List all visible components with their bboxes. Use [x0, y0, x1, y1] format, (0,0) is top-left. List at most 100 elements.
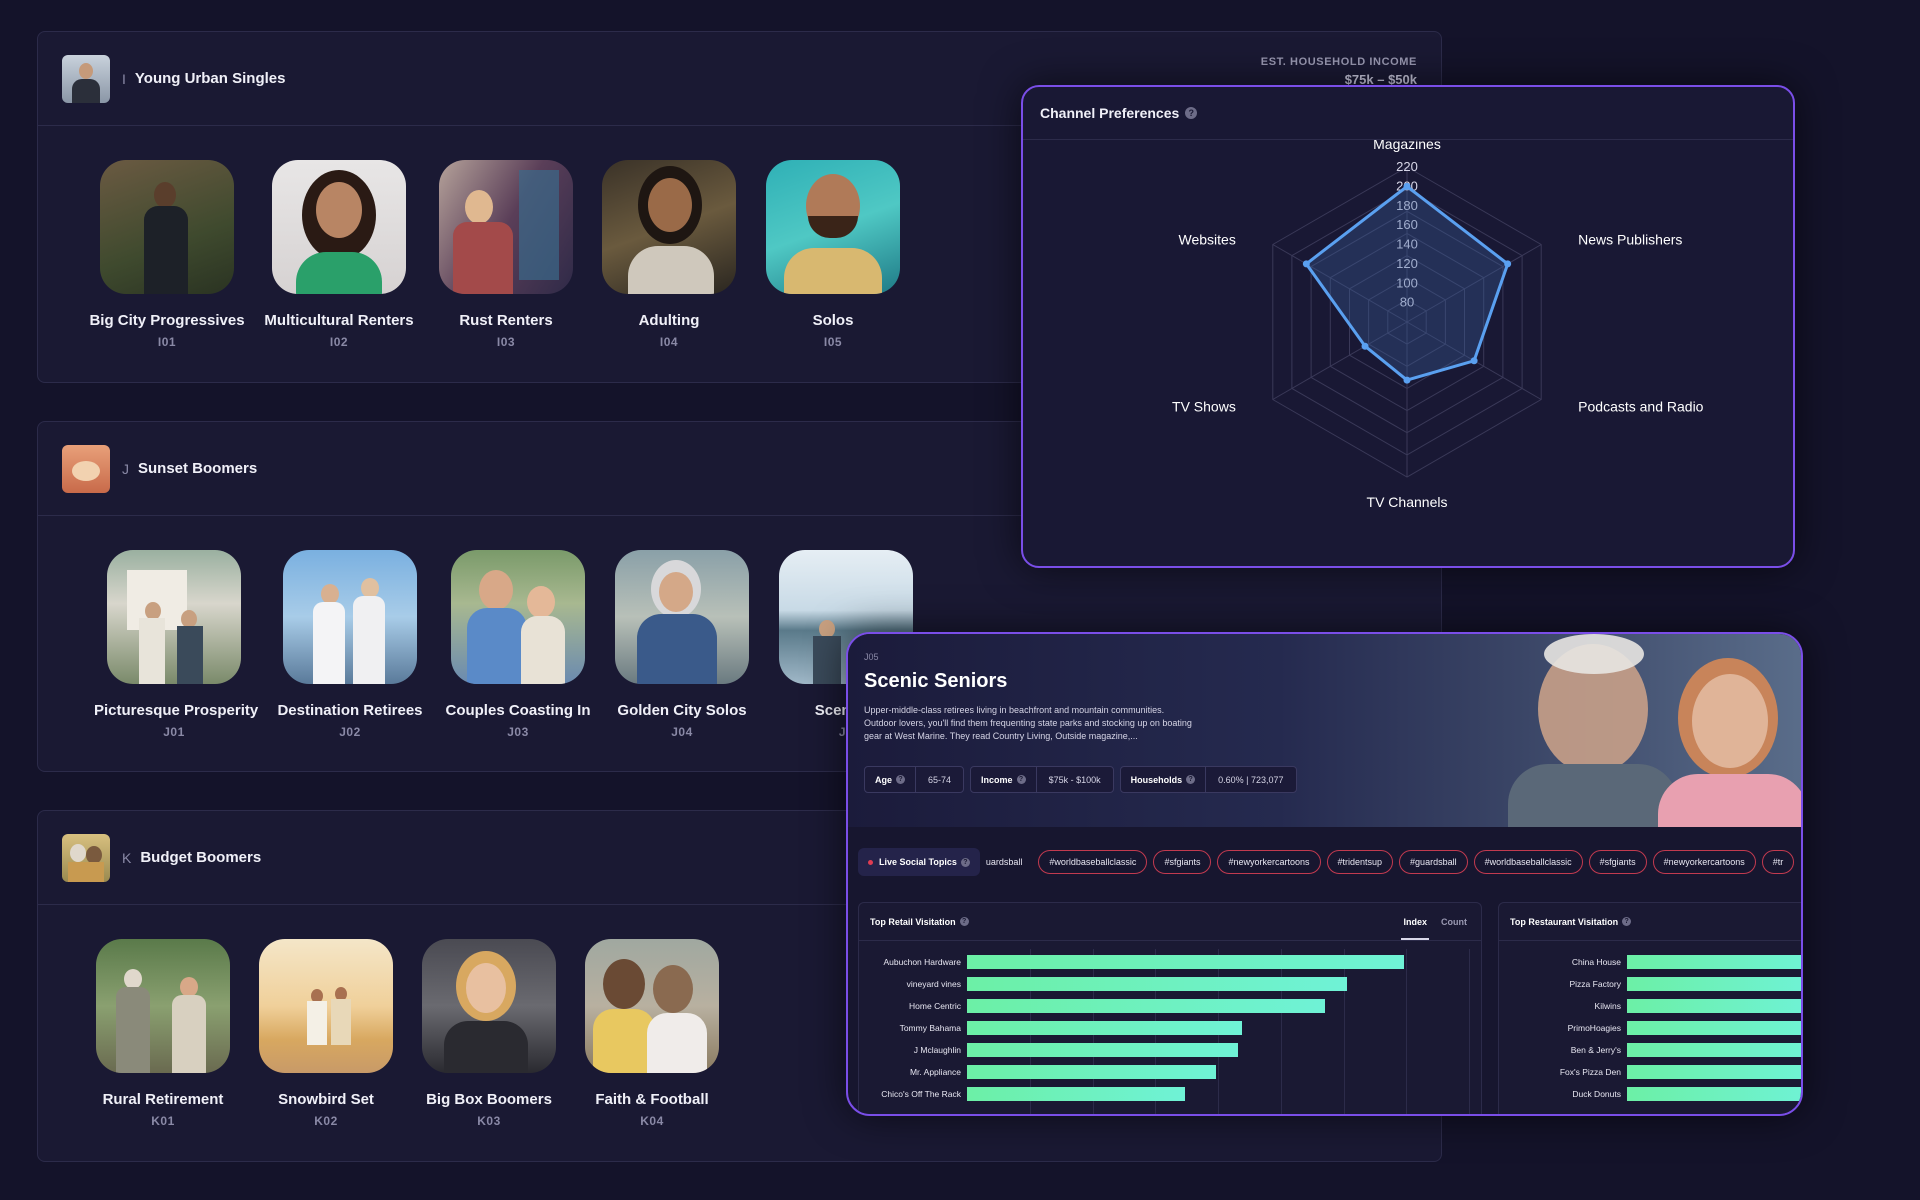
- segment-detail-panel: J05 Scenic Seniors Upper-middle-class re…: [846, 632, 1803, 1116]
- segment-tile[interactable]: Couples Coasting In J03: [438, 550, 598, 739]
- segment-photo: [96, 939, 230, 1073]
- index-tab[interactable]: Index: [1401, 917, 1429, 940]
- radar-tick-label: 160: [1396, 217, 1418, 232]
- segment-photo: [602, 160, 736, 294]
- bar[interactable]: [967, 977, 1347, 991]
- bar-gridline: [1343, 949, 1345, 1114]
- stat-row: Age? 65-74 Income? $75k - $100k Househol…: [864, 766, 1297, 793]
- radar-axis-label: TV Shows: [1172, 399, 1236, 415]
- bar[interactable]: [1627, 999, 1801, 1013]
- stat-label: Households: [1130, 774, 1183, 785]
- help-icon[interactable]: ?: [1016, 775, 1026, 784]
- topic-tag[interactable]: #guardsball: [1399, 850, 1468, 874]
- stat-label: Income: [981, 774, 1013, 785]
- segment-tile[interactable]: Solos I05: [753, 160, 913, 349]
- radar-point: [1403, 182, 1411, 190]
- segment-code: K01: [151, 1114, 175, 1128]
- bar[interactable]: [967, 1087, 1186, 1101]
- live-social-topics: Live Social Topics? uardsball #worldbase…: [858, 848, 1795, 876]
- bar[interactable]: [1627, 1043, 1801, 1057]
- bar[interactable]: [967, 1065, 1216, 1079]
- segment-code: K04: [640, 1114, 664, 1128]
- live-dot-icon: [868, 859, 873, 865]
- segment-name: Destination Retirees: [277, 702, 423, 719]
- group-letter: I: [122, 70, 126, 87]
- segment-tile[interactable]: Faith & Football K04: [572, 939, 732, 1128]
- bar-label: Ben & Jerry's: [1570, 1045, 1621, 1055]
- segment-tile[interactable]: Rust Renters I03: [426, 160, 586, 349]
- group-header[interactable]: K Budget Boomers: [38, 811, 1441, 905]
- income-label: EST. HOUSEHOLD INCOME: [1260, 56, 1417, 68]
- segment-tile[interactable]: Destination Retirees J02: [270, 550, 430, 739]
- bar[interactable]: [1627, 1087, 1801, 1101]
- topic-tag[interactable]: #tridentsup: [1326, 850, 1394, 874]
- segment-name: Adulting: [638, 312, 700, 329]
- bar[interactable]: [1627, 977, 1801, 991]
- segment-photo: [100, 160, 234, 294]
- bar[interactable]: [1627, 1065, 1801, 1079]
- topic-tag[interactable]: #worldbaseballclassic: [1038, 850, 1148, 874]
- segment-photo: [451, 550, 585, 684]
- group-header[interactable]: J Sunset Boomers: [38, 422, 1441, 516]
- count-tab[interactable]: Count: [1441, 917, 1467, 927]
- segment-tile[interactable]: Big City Progressives I01: [87, 160, 247, 349]
- segment-tile[interactable]: Picturesque Prosperity J01: [94, 550, 259, 739]
- topic-tag[interactable]: #newyorkercartoons: [1217, 850, 1321, 874]
- segment-code: I02: [329, 335, 349, 349]
- segment-name: Couples Coasting In: [445, 702, 591, 719]
- help-icon[interactable]: ?: [896, 775, 906, 784]
- group-title: Young Urban Singles: [134, 70, 286, 87]
- help-icon[interactable]: ?: [1185, 107, 1198, 119]
- hero-photo: [1488, 634, 1801, 827]
- segment-name: Picturesque Prosperity: [94, 702, 259, 719]
- segment-photo: [766, 160, 900, 294]
- bar[interactable]: [1627, 1021, 1801, 1035]
- help-icon[interactable]: ?: [1622, 917, 1632, 926]
- bar[interactable]: [967, 955, 1404, 969]
- radar-spoke: [1406, 244, 1542, 323]
- bar[interactable]: [967, 1021, 1242, 1035]
- group-header[interactable]: I Young Urban Singles EST. HOUSEHOLD INC…: [38, 32, 1441, 126]
- topic-tag[interactable]: #sfgiants: [1153, 850, 1212, 874]
- segment-tile[interactable]: Big Box Boomers K03: [409, 939, 569, 1128]
- radar-axis-label: Podcasts and Radio: [1578, 399, 1704, 415]
- topic-tag[interactable]: #tr: [1761, 850, 1795, 874]
- help-icon[interactable]: ?: [959, 917, 969, 926]
- segment-name: Golden City Solos: [617, 702, 747, 719]
- bar-gridline: [1280, 949, 1282, 1114]
- segment-name: Rural Retirement: [102, 1091, 224, 1108]
- bar-label: Tommy Bahama: [899, 1023, 961, 1033]
- segment-tile[interactable]: Snowbird Set K02: [246, 939, 406, 1128]
- segment-tile[interactable]: Rural Retirement K01: [83, 939, 243, 1128]
- topic-tag[interactable]: #worldbaseballclassic: [1473, 850, 1583, 874]
- card-title: Top Retail Visitation: [870, 916, 956, 927]
- bar[interactable]: [1627, 955, 1801, 969]
- topic-tag[interactable]: #newyorkercartoons: [1652, 850, 1756, 874]
- segment-hero: J05 Scenic Seniors Upper-middle-class re…: [848, 634, 1801, 827]
- stat-age: Age? 65-74: [864, 766, 965, 793]
- bar-label: Duck Donuts: [1572, 1089, 1621, 1099]
- radar-tick-label: 140: [1396, 237, 1418, 252]
- topic-tag[interactable]: uardsball: [985, 857, 1023, 867]
- bar-label: Chico's Off The Rack: [881, 1089, 961, 1099]
- segment-title: Scenic Seniors: [864, 670, 1008, 692]
- segment-name: Faith & Football: [595, 1091, 709, 1108]
- segment-tile[interactable]: Adulting I04: [589, 160, 749, 349]
- help-icon[interactable]: ?: [960, 857, 970, 867]
- segment-tile[interactable]: Multicultural Renters I02: [259, 160, 419, 349]
- radar-point: [1470, 357, 1478, 365]
- bar-label: Home Centric: [909, 1001, 961, 1011]
- segment-code: I05: [823, 335, 843, 349]
- segment-tile[interactable]: Golden City Solos J04: [602, 550, 762, 739]
- bar[interactable]: [967, 1043, 1238, 1057]
- segment-name: Snowbird Set: [278, 1091, 374, 1108]
- segment-photo: [283, 550, 417, 684]
- radar-spoke: [1272, 244, 1408, 323]
- help-icon[interactable]: ?: [1186, 775, 1196, 784]
- topic-tag[interactable]: #sfgiants: [1588, 850, 1647, 874]
- retail-visitation-card: Top Retail Visitation ? Index Count Aubu…: [858, 902, 1482, 1114]
- bar-label: China House: [1571, 957, 1621, 967]
- segment-code: K03: [477, 1114, 501, 1128]
- bar[interactable]: [967, 999, 1325, 1013]
- bar-label: J Mclaughlin: [913, 1045, 961, 1055]
